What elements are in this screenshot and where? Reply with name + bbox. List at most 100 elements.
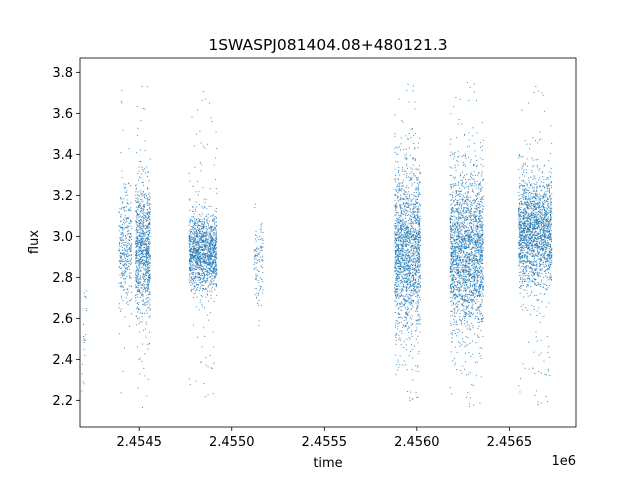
data-point: [135, 284, 137, 286]
data-point: [203, 245, 205, 247]
data-point: [480, 291, 482, 293]
data-point: [260, 226, 262, 228]
data-point: [256, 250, 258, 252]
data-point: [193, 220, 195, 222]
data-point: [409, 295, 411, 297]
data-point: [144, 256, 146, 258]
data-point: [199, 274, 201, 276]
data-point: [394, 238, 396, 240]
data-point: [398, 258, 400, 260]
data-point: [399, 189, 401, 191]
data-point: [206, 232, 208, 234]
data-point: [475, 288, 477, 290]
data-point: [406, 210, 408, 212]
data-point: [416, 182, 418, 184]
data-point: [395, 289, 397, 291]
data-point: [410, 232, 412, 234]
data-point: [201, 223, 203, 225]
data-point: [402, 251, 404, 253]
data-point: [406, 89, 408, 91]
data-point: [398, 188, 400, 190]
data-point: [129, 246, 131, 248]
data-point: [397, 178, 399, 180]
data-point: [199, 286, 201, 288]
data-point: [141, 293, 143, 295]
data-point: [137, 311, 139, 313]
data-point: [195, 284, 197, 286]
data-point: [406, 243, 408, 245]
data-point: [123, 252, 125, 254]
data-point: [255, 249, 257, 251]
data-point: [199, 231, 201, 233]
data-point: [477, 280, 479, 282]
data-point: [419, 331, 421, 333]
data-point: [193, 237, 195, 239]
data-point: [148, 224, 150, 226]
data-point: [142, 294, 144, 296]
data-point: [407, 312, 409, 314]
data-point: [417, 177, 419, 179]
data-point: [146, 231, 148, 233]
data-point: [201, 246, 203, 248]
data-point: [470, 231, 472, 233]
data-point: [81, 390, 83, 392]
data-point: [139, 321, 141, 323]
data-point: [482, 320, 484, 322]
data-point: [259, 235, 261, 237]
data-point: [136, 269, 138, 271]
data-point: [402, 218, 404, 220]
data-point: [415, 205, 417, 207]
data-point: [406, 195, 408, 197]
data-point: [144, 140, 146, 142]
data-point: [411, 199, 413, 201]
data-point: [417, 244, 419, 246]
data-point: [395, 250, 397, 252]
data-point: [129, 237, 131, 238]
data-point: [460, 217, 462, 219]
data-point: [211, 271, 213, 273]
data-point: [455, 289, 457, 291]
data-point: [407, 281, 409, 283]
data-point: [253, 249, 255, 251]
data-point: [206, 229, 208, 231]
data-point: [201, 264, 203, 266]
data-point: [201, 346, 203, 348]
data-point: [395, 181, 397, 183]
data-point: [399, 263, 401, 265]
data-point: [121, 239, 123, 241]
data-point: [205, 287, 207, 289]
data-point: [130, 250, 132, 252]
data-point: [122, 252, 124, 254]
data-point: [403, 347, 405, 349]
data-point: [213, 251, 215, 253]
data-point: [400, 302, 402, 304]
data-point: [138, 273, 140, 275]
data-point: [147, 223, 149, 224]
data-point: [401, 255, 403, 257]
data-point: [449, 219, 451, 221]
data-point: [417, 248, 419, 250]
data-point: [256, 259, 258, 261]
data-point: [204, 201, 206, 203]
data-point: [135, 294, 137, 296]
data-point: [196, 241, 198, 243]
data-point: [414, 212, 416, 214]
data-point: [410, 294, 412, 296]
data-point: [411, 330, 413, 332]
data-point: [481, 319, 483, 321]
data-point: [191, 247, 193, 249]
data-point: [136, 105, 138, 107]
data-point: [397, 212, 399, 214]
data-point: [408, 230, 410, 232]
data-point: [189, 268, 191, 270]
data-point: [395, 286, 397, 287]
data-point: [143, 197, 145, 199]
data-point: [474, 183, 476, 184]
data-point: [404, 316, 406, 318]
data-point: [196, 242, 198, 244]
data-point: [144, 274, 146, 276]
data-point: [212, 226, 214, 228]
data-point: [137, 209, 139, 211]
data-point: [398, 278, 400, 280]
data-point: [144, 328, 146, 330]
